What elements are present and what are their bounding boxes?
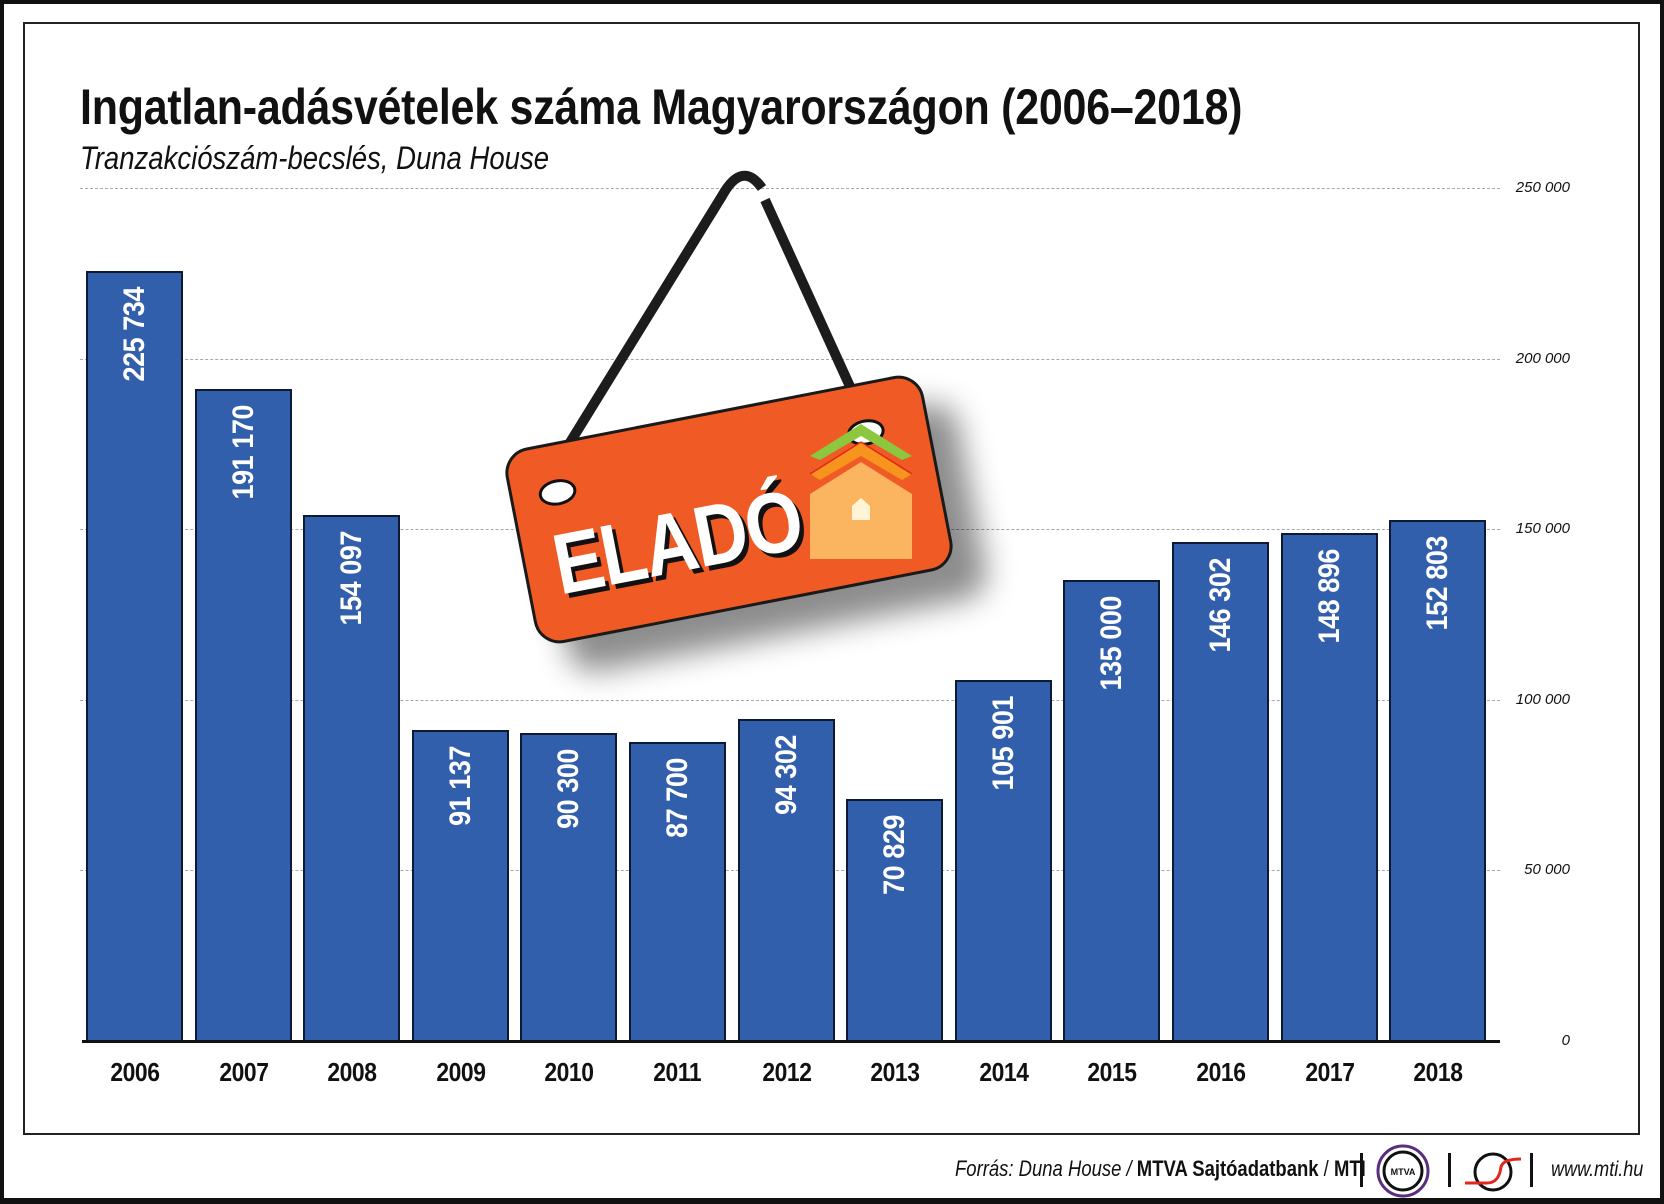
bar-value-text: 87 700 [660,757,694,838]
bar-value-label: 152 803 [1421,536,1455,641]
x-tick-label: 2007 [195,1057,292,1088]
bar-value-label: 94 302 [770,735,804,824]
x-tick-text: 2011 [653,1057,702,1087]
bar-2017: 148 896 [1281,532,1378,1041]
website-link[interactable]: www.mti.hu [1551,1158,1644,1181]
x-tick-text: 2009 [435,1057,486,1087]
bar-value-label: 225 734 [118,287,152,392]
bar-value-text: 152 803 [1420,535,1454,631]
bar-2011: 87 700 [629,741,726,1041]
bar-value-text: 146 302 [1203,557,1237,653]
x-tick-label: 2018 [1389,1057,1486,1088]
bar-value-label: 191 170 [227,405,261,510]
source-prefix: Forrás: Duna House / [955,1156,1137,1181]
bar-2008: 154 097 [303,515,400,1041]
sign-hole-left [536,476,579,509]
bar-2013: 70 829 [846,799,943,1041]
y-tick-label: 0 [1561,1032,1570,1049]
bar-2006: 225 734 [86,270,183,1041]
bar-2010: 90 300 [520,732,617,1041]
x-tick-text: 2007 [218,1057,269,1087]
sign-text: ELADÓ [545,471,810,614]
bar-value-text: 91 137 [443,746,477,826]
gridline-100000 [80,700,1500,701]
bar-value-text: 148 896 [1312,548,1346,644]
mti-logo-icon [1465,1152,1522,1192]
mtva-logo-icon: MTVA [1376,1144,1430,1198]
bar-value-text: 191 170 [226,404,260,500]
bar-value-label: 70 829 [878,815,912,904]
x-tick-label: 2012 [738,1057,835,1088]
bar-value-text: 70 829 [877,815,911,896]
footer-divider [1530,1153,1533,1187]
bar-2015: 135 000 [1063,580,1160,1041]
y-tick-label: 50 000 [1524,861,1570,878]
bar-value-label: 87 700 [661,758,695,847]
x-tick-label: 2009 [412,1057,509,1088]
x-tick-text: 2014 [978,1057,1029,1087]
chart-title: Ingatlan-adásvételek száma Magyarországo… [80,79,1243,135]
x-tick-label: 2011 [629,1057,726,1088]
bar-value-label: 154 097 [335,531,369,636]
bar-value-text: 90 300 [551,748,585,829]
source-agency: MTVA Sajtóadatbank [1136,1156,1319,1181]
x-tick-label: 2014 [955,1057,1052,1088]
bar-value-label: 135 000 [1095,596,1129,701]
x-tick-label: 2016 [1172,1057,1269,1088]
x-tick-text: 2018 [1412,1057,1463,1087]
bar-2009: 91 137 [412,730,509,1041]
x-tick-label: 2008 [303,1057,400,1088]
bar-2016: 146 302 [1172,541,1269,1041]
bar-value-label: 148 896 [1313,549,1347,654]
bar-value-label: 90 300 [552,749,586,838]
x-tick-label: 2017 [1281,1057,1378,1088]
x-tick-text: 2012 [761,1057,812,1087]
bar-value-text: 105 901 [986,695,1020,791]
footer-divider [1360,1153,1363,1187]
x-tick-text: 2008 [326,1057,377,1087]
sign-hole-right [844,416,887,449]
bar-value-text: 94 302 [769,735,803,816]
svg-text:MTVA: MTVA [1391,1167,1416,1177]
y-tick-label: 150 000 [1515,520,1570,537]
bar-2012: 94 302 [738,719,835,1041]
x-tick-label: 2010 [520,1057,617,1088]
x-tick-text: 2015 [1086,1057,1137,1087]
y-tick-label: 250 000 [1515,179,1570,196]
y-tick-label: 200 000 [1515,350,1570,367]
bar-2014: 105 901 [955,679,1052,1041]
x-tick-text: 2017 [1304,1057,1355,1087]
bar-value-text: 135 000 [1094,596,1128,691]
bar-2007: 191 170 [195,388,292,1041]
x-tick-label: 2013 [846,1057,943,1088]
bar-value-text: 154 097 [334,531,368,626]
x-tick-text: 2016 [1195,1057,1246,1087]
bar-value-label: 146 302 [1204,558,1238,663]
chart-frame [23,22,1640,1135]
gridline-250000 [80,188,1500,189]
x-tick-label: 2006 [86,1057,183,1088]
bar-value-label: 105 901 [987,696,1021,801]
bar-2018: 152 803 [1389,519,1486,1041]
x-tick-text: 2010 [543,1057,594,1087]
chart-subtitle: Tranzakciószám-becslés, Duna House [80,140,550,176]
bar-value-text: 225 734 [117,286,151,382]
source-separator: / [1318,1156,1334,1181]
source-credit: Forrás: Duna House / MTVA Sajtóadatbank … [955,1156,1366,1182]
y-tick-label: 100 000 [1515,691,1570,708]
x-tick-label: 2015 [1063,1057,1160,1088]
x-tick-text: 2013 [869,1057,920,1087]
footer-divider [1448,1153,1451,1187]
x-tick-text: 2006 [109,1057,160,1087]
bar-value-label: 91 137 [444,746,478,835]
x-axis-line [82,1040,1500,1043]
gridline-200000 [80,359,1500,360]
